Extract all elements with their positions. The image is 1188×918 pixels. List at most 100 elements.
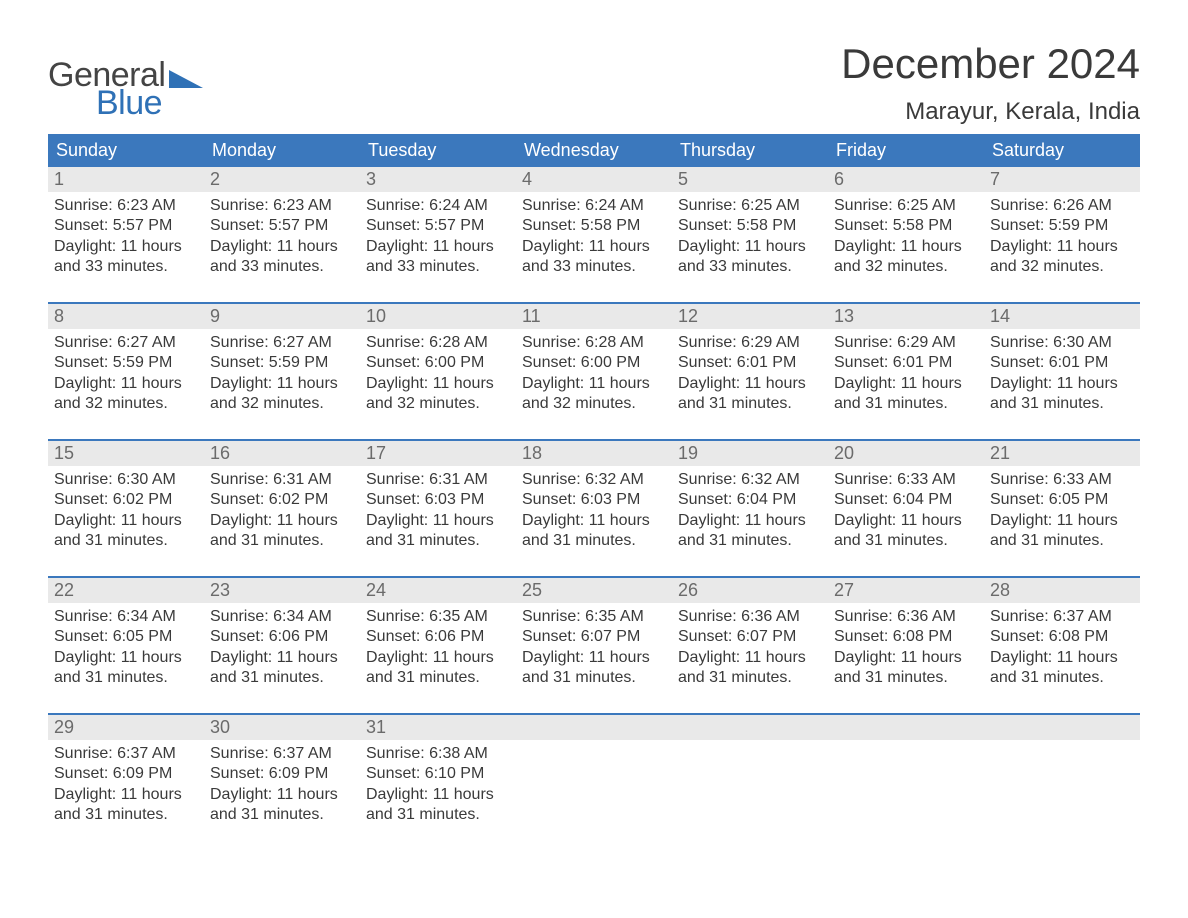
week-row: 293031Sunrise: 6:37 AMSunset: 6:09 PMDay… — [48, 713, 1140, 836]
day-number: 9 — [204, 304, 360, 329]
day-number-row: 15161718192021 — [48, 441, 1140, 466]
sunrise-text: Sunrise: 6:30 AM — [54, 470, 198, 490]
sunrise-text: Sunrise: 6:31 AM — [366, 470, 510, 490]
daylight-text-1: Daylight: 11 hours — [834, 374, 978, 394]
daylight-text-2: and 31 minutes. — [834, 668, 978, 688]
days-of-week-row: Sunday Monday Tuesday Wednesday Thursday… — [48, 134, 1140, 167]
daylight-text-1: Daylight: 11 hours — [522, 648, 666, 668]
daylight-text-1: Daylight: 11 hours — [210, 374, 354, 394]
sunrise-text: Sunrise: 6:23 AM — [210, 196, 354, 216]
sunrise-text: Sunrise: 6:36 AM — [678, 607, 822, 627]
day-cell: Sunrise: 6:24 AMSunset: 5:57 PMDaylight:… — [360, 192, 516, 288]
daylight-text-1: Daylight: 11 hours — [54, 237, 198, 257]
day-cell: Sunrise: 6:29 AMSunset: 6:01 PMDaylight:… — [672, 329, 828, 425]
day-number — [828, 715, 984, 740]
sunrise-text: Sunrise: 6:35 AM — [522, 607, 666, 627]
day-number: 21 — [984, 441, 1140, 466]
day-cell: Sunrise: 6:27 AMSunset: 5:59 PMDaylight:… — [48, 329, 204, 425]
sunset-text: Sunset: 6:07 PM — [678, 627, 822, 647]
sunset-text: Sunset: 6:02 PM — [54, 490, 198, 510]
sunrise-text: Sunrise: 6:38 AM — [366, 744, 510, 764]
day-number — [672, 715, 828, 740]
daylight-text-1: Daylight: 11 hours — [54, 374, 198, 394]
day-cell: Sunrise: 6:27 AMSunset: 5:59 PMDaylight:… — [204, 329, 360, 425]
calendar: Sunday Monday Tuesday Wednesday Thursday… — [48, 134, 1140, 836]
daylight-text-1: Daylight: 11 hours — [678, 648, 822, 668]
sunrise-text: Sunrise: 6:23 AM — [54, 196, 198, 216]
day-cell: Sunrise: 6:34 AMSunset: 6:05 PMDaylight:… — [48, 603, 204, 699]
dow-saturday: Saturday — [984, 134, 1140, 167]
daylight-text-1: Daylight: 11 hours — [834, 648, 978, 668]
day-cell: Sunrise: 6:33 AMSunset: 6:05 PMDaylight:… — [984, 466, 1140, 562]
dow-sunday: Sunday — [48, 134, 204, 167]
sunset-text: Sunset: 6:03 PM — [522, 490, 666, 510]
day-number: 11 — [516, 304, 672, 329]
day-cell: Sunrise: 6:33 AMSunset: 6:04 PMDaylight:… — [828, 466, 984, 562]
day-number: 27 — [828, 578, 984, 603]
day-cell: Sunrise: 6:31 AMSunset: 6:03 PMDaylight:… — [360, 466, 516, 562]
sunset-text: Sunset: 6:03 PM — [366, 490, 510, 510]
day-cell: Sunrise: 6:31 AMSunset: 6:02 PMDaylight:… — [204, 466, 360, 562]
daylight-text-1: Daylight: 11 hours — [522, 511, 666, 531]
week-row: 15161718192021Sunrise: 6:30 AMSunset: 6:… — [48, 439, 1140, 562]
daylight-text-1: Daylight: 11 hours — [210, 237, 354, 257]
daylight-text-2: and 31 minutes. — [54, 668, 198, 688]
daylight-text-1: Daylight: 11 hours — [990, 648, 1134, 668]
logo: General Blue — [48, 40, 203, 120]
daylight-text-1: Daylight: 11 hours — [210, 785, 354, 805]
day-number: 25 — [516, 578, 672, 603]
daylight-text-2: and 31 minutes. — [990, 394, 1134, 414]
daylight-text-2: and 32 minutes. — [990, 257, 1134, 277]
sunrise-text: Sunrise: 6:30 AM — [990, 333, 1134, 353]
sunrise-text: Sunrise: 6:24 AM — [522, 196, 666, 216]
daylight-text-1: Daylight: 11 hours — [834, 237, 978, 257]
day-number: 26 — [672, 578, 828, 603]
daylight-text-2: and 31 minutes. — [678, 531, 822, 551]
sunset-text: Sunset: 6:09 PM — [210, 764, 354, 784]
daylight-text-1: Daylight: 11 hours — [990, 374, 1134, 394]
day-cell: Sunrise: 6:23 AMSunset: 5:57 PMDaylight:… — [48, 192, 204, 288]
sunrise-text: Sunrise: 6:34 AM — [54, 607, 198, 627]
day-number: 14 — [984, 304, 1140, 329]
sunset-text: Sunset: 6:01 PM — [678, 353, 822, 373]
sunset-text: Sunset: 6:01 PM — [990, 353, 1134, 373]
daylight-text-2: and 33 minutes. — [522, 257, 666, 277]
sunrise-text: Sunrise: 6:35 AM — [366, 607, 510, 627]
week-row: 1234567Sunrise: 6:23 AMSunset: 5:57 PMDa… — [48, 167, 1140, 288]
sunrise-text: Sunrise: 6:37 AM — [990, 607, 1134, 627]
sunset-text: Sunset: 6:07 PM — [522, 627, 666, 647]
week-row: 891011121314Sunrise: 6:27 AMSunset: 5:59… — [48, 302, 1140, 425]
sunrise-text: Sunrise: 6:36 AM — [834, 607, 978, 627]
daylight-text-1: Daylight: 11 hours — [990, 237, 1134, 257]
day-cell: Sunrise: 6:30 AMSunset: 6:02 PMDaylight:… — [48, 466, 204, 562]
day-number: 30 — [204, 715, 360, 740]
daylight-text-2: and 32 minutes. — [522, 394, 666, 414]
daylight-text-2: and 33 minutes. — [678, 257, 822, 277]
daylight-text-2: and 31 minutes. — [210, 668, 354, 688]
daylight-text-1: Daylight: 11 hours — [366, 374, 510, 394]
daylight-text-2: and 31 minutes. — [678, 668, 822, 688]
sunrise-text: Sunrise: 6:33 AM — [834, 470, 978, 490]
day-cell — [672, 740, 828, 836]
day-cell — [516, 740, 672, 836]
sunset-text: Sunset: 6:00 PM — [522, 353, 666, 373]
day-number: 22 — [48, 578, 204, 603]
day-number: 3 — [360, 167, 516, 192]
day-cell: Sunrise: 6:28 AMSunset: 6:00 PMDaylight:… — [516, 329, 672, 425]
sunset-text: Sunset: 6:06 PM — [366, 627, 510, 647]
sunrise-text: Sunrise: 6:24 AM — [366, 196, 510, 216]
daylight-text-2: and 32 minutes. — [366, 394, 510, 414]
calendar-page: General Blue December 2024 Marayur, Kera… — [0, 0, 1188, 876]
day-number: 5 — [672, 167, 828, 192]
dow-wednesday: Wednesday — [516, 134, 672, 167]
day-cell: Sunrise: 6:23 AMSunset: 5:57 PMDaylight:… — [204, 192, 360, 288]
day-number: 1 — [48, 167, 204, 192]
daylight-text-1: Daylight: 11 hours — [210, 648, 354, 668]
sunset-text: Sunset: 5:58 PM — [678, 216, 822, 236]
daylight-text-2: and 31 minutes. — [210, 805, 354, 825]
sunrise-text: Sunrise: 6:32 AM — [522, 470, 666, 490]
sunset-text: Sunset: 5:57 PM — [54, 216, 198, 236]
daylight-text-1: Daylight: 11 hours — [990, 511, 1134, 531]
day-cell: Sunrise: 6:25 AMSunset: 5:58 PMDaylight:… — [828, 192, 984, 288]
sunrise-text: Sunrise: 6:27 AM — [54, 333, 198, 353]
